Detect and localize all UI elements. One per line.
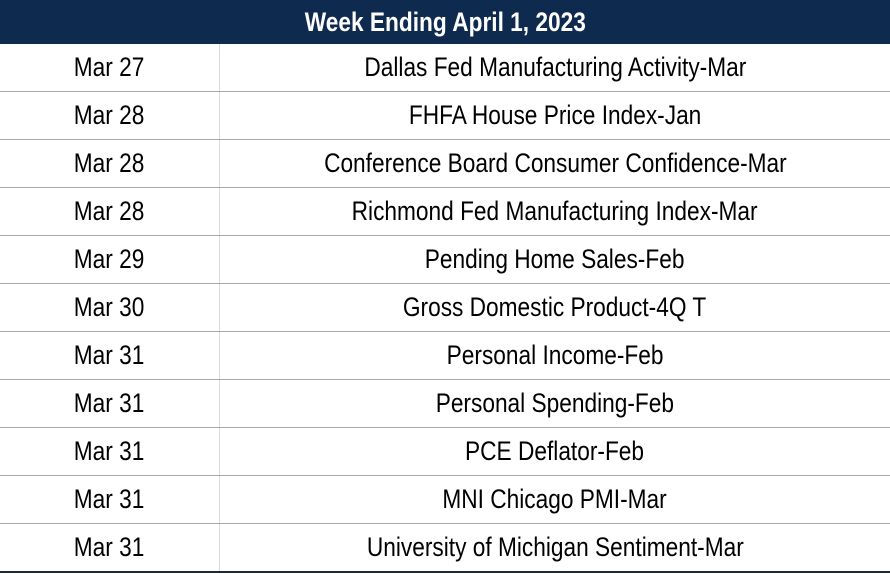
event-cell: Dallas Fed Manufacturing Activity-Mar	[220, 44, 890, 91]
header-title: Week Ending April 1, 2023	[304, 6, 586, 37]
date-cell: Mar 31	[0, 476, 220, 523]
event-cell-text: Conference Board Consumer Confidence-Mar	[323, 148, 787, 178]
date-cell-text: Mar 28	[74, 196, 145, 226]
date-cell-text: Mar 27	[74, 52, 145, 82]
date-cell: Mar 28	[0, 188, 220, 235]
date-cell-text: Mar 31	[74, 436, 145, 466]
event-cell-text: Gross Domestic Product-4Q T	[403, 292, 707, 322]
table-header: Week Ending April 1, 2023	[0, 0, 890, 44]
event-cell-text: Dallas Fed Manufacturing Activity-Mar	[364, 52, 746, 82]
table-row: Mar 29 Pending Home Sales-Feb	[0, 236, 890, 284]
event-cell-text: MNI Chicago PMI-Mar	[442, 484, 668, 514]
table-row: Mar 31 PCE Deflator-Feb	[0, 428, 890, 476]
date-cell: Mar 30	[0, 284, 220, 331]
date-cell: Mar 28	[0, 140, 220, 187]
date-cell: Mar 29	[0, 236, 220, 283]
event-cell: University of Michigan Sentiment-Mar	[220, 524, 890, 571]
event-cell-text: Personal Income-Feb	[446, 340, 664, 370]
event-cell-text: FHFA House Price Index-Jan	[408, 100, 702, 130]
table-row: Mar 31 University of Michigan Sentiment-M…	[0, 524, 890, 573]
event-cell: FHFA House Price Index-Jan	[220, 92, 890, 139]
date-cell: Mar 28	[0, 92, 220, 139]
event-cell: Gross Domestic Product-4Q T	[220, 284, 890, 331]
date-cell: Mar 31	[0, 524, 220, 571]
date-cell: Mar 27	[0, 44, 220, 91]
event-cell: PCE Deflator-Feb	[220, 428, 890, 475]
table-row: Mar 31 Personal Income-Feb	[0, 332, 890, 380]
event-cell: Personal Income-Feb	[220, 332, 890, 379]
date-cell: Mar 31	[0, 380, 220, 427]
event-cell: MNI Chicago PMI-Mar	[220, 476, 890, 523]
date-cell-text: Mar 28	[74, 100, 145, 130]
table-row: Mar 27 Dallas Fed Manufacturing Activity-…	[0, 44, 890, 92]
date-cell-text: Mar 29	[74, 244, 145, 274]
date-cell-text: Mar 31	[74, 388, 145, 418]
table-row: Mar 28 Conference Board Consumer Confiden…	[0, 140, 890, 188]
event-cell: Conference Board Consumer Confidence-Mar	[220, 140, 890, 187]
event-cell-text: University of Michigan Sentiment-Mar	[366, 532, 744, 562]
date-cell: Mar 31	[0, 428, 220, 475]
date-cell-text: Mar 30	[74, 292, 145, 322]
event-cell: Pending Home Sales-Feb	[220, 236, 890, 283]
date-cell-text: Mar 31	[74, 532, 145, 562]
table-row: Mar 30 Gross Domestic Product-4Q T	[0, 284, 890, 332]
event-cell-text: PCE Deflator-Feb	[465, 436, 645, 466]
table-row: Mar 31 MNI Chicago PMI-Mar	[0, 476, 890, 524]
event-cell-text: Richmond Fed Manufacturing Index-Mar	[352, 196, 758, 226]
table-row: Mar 28 FHFA House Price Index-Jan	[0, 92, 890, 140]
table-row: Mar 28 Richmond Fed Manufacturing Index-M…	[0, 188, 890, 236]
table-row: Mar 31 Personal Spending-Feb	[0, 380, 890, 428]
event-cell: Richmond Fed Manufacturing Index-Mar	[220, 188, 890, 235]
date-cell-text: Mar 31	[74, 484, 145, 514]
date-cell-text: Mar 31	[74, 340, 145, 370]
table-body: Mar 27 Dallas Fed Manufacturing Activity-…	[0, 44, 890, 573]
date-cell: Mar 31	[0, 332, 220, 379]
event-cell: Personal Spending-Feb	[220, 380, 890, 427]
date-cell-text: Mar 28	[74, 148, 145, 178]
event-cell-text: Pending Home Sales-Feb	[425, 244, 685, 274]
event-cell-text: Personal Spending-Feb	[435, 388, 675, 418]
